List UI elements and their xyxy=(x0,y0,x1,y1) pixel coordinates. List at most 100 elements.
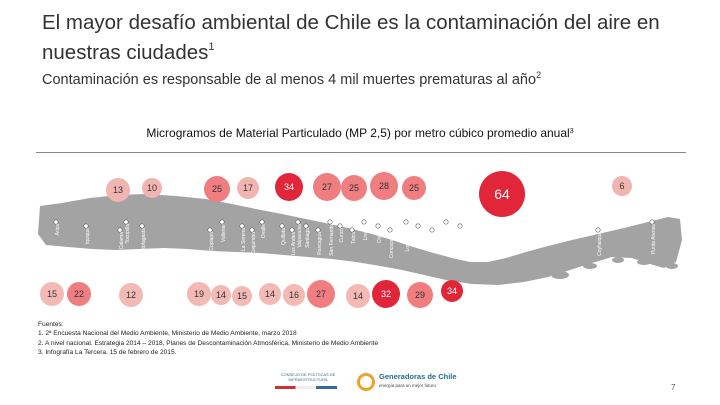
page-number: 7 xyxy=(671,383,676,392)
city-pin-icon xyxy=(219,219,225,225)
chart-divider xyxy=(36,152,686,153)
lower-value-label: 14 xyxy=(265,289,275,299)
lower-value-bubble xyxy=(259,283,281,305)
generadoras-logo: Generadoras de Chile energía para un mej… xyxy=(357,372,457,396)
lower-value-label: 15 xyxy=(237,291,247,301)
upper-value-bubble xyxy=(402,176,426,200)
city-labels: Arica Iquique Calama Tocopilla Antofagasta Co… xyxy=(55,224,657,259)
city-label: Arica xyxy=(55,224,61,236)
coastal-island xyxy=(666,263,678,269)
city-pin-icon xyxy=(349,227,355,233)
city-pin-icon xyxy=(303,223,309,229)
upper-value-bubble xyxy=(479,171,525,217)
lower-value-label: 29 xyxy=(415,290,425,300)
upper-value-bubble xyxy=(106,178,130,202)
lower-value-bubble xyxy=(307,280,335,308)
lower-value-bubble xyxy=(283,284,305,306)
coastal-island xyxy=(637,259,651,265)
slide-title: El mayor desafío ambiental de Chile es l… xyxy=(42,10,682,65)
city-label: Linares xyxy=(363,224,369,241)
generadoras-logo-name: Generadoras de Chile xyxy=(379,372,457,381)
lower-value-label: 34 xyxy=(447,286,457,296)
city-pin-icon xyxy=(649,219,655,225)
city-pin-icon xyxy=(295,219,301,225)
city-pin-icon xyxy=(249,227,255,233)
city-label: Santiago xyxy=(305,228,311,248)
city-label: Calama xyxy=(119,232,125,249)
city-label: San Fernando xyxy=(329,224,335,256)
city-pin-icon xyxy=(403,219,409,225)
city-label: Curicó xyxy=(339,228,345,243)
lower-value-bubble xyxy=(346,284,370,308)
city-label: Puerto Montt xyxy=(459,227,465,256)
upper-value-bubble xyxy=(370,172,398,200)
sources-block: Fuentes: 1. 2ª Encuesta Nacional del Med… xyxy=(38,320,498,357)
city-label: Temuco xyxy=(417,228,423,246)
upper-value-label: 25 xyxy=(349,183,359,193)
city-label: La Serena xyxy=(241,228,247,251)
upper-value-label: 25 xyxy=(212,184,222,194)
city-pin-icon xyxy=(595,227,601,233)
lower-value-bubble xyxy=(119,283,143,307)
coastal-island xyxy=(583,263,597,269)
lower-value-label: 12 xyxy=(126,290,136,300)
infrastructure-council-logo: CONSEJO DE POLÍTICAS DE INFRAESTRUCTURA xyxy=(265,370,345,396)
lower-value-label: 14 xyxy=(216,290,226,300)
city-pin-icon xyxy=(259,219,265,225)
upper-value-label: 10 xyxy=(147,183,157,193)
infrastructure-council-logo-text: CONSEJO DE POLÍTICAS DE INFRAESTRUCTURA xyxy=(280,372,336,382)
lower-value-bubble xyxy=(67,282,91,306)
city-pin-icon xyxy=(139,223,145,229)
city-label: Punta Arenas xyxy=(651,224,657,255)
city-label: Coyhaique xyxy=(597,232,603,256)
city-pin-icon xyxy=(337,223,343,229)
city-pin-icon xyxy=(123,219,129,225)
lower-value-label: 15 xyxy=(47,289,57,299)
city-pin-icon xyxy=(327,219,333,225)
upper-value-bubble xyxy=(237,177,259,199)
coastal-island xyxy=(551,271,569,279)
upper-value-label: 25 xyxy=(409,183,419,193)
upper-value-label: 17 xyxy=(243,183,253,193)
slide-subtitle-text: Contaminación es responsable de al menos… xyxy=(42,72,537,88)
city-pin-icon xyxy=(279,223,285,229)
city-pin-icon xyxy=(239,223,245,229)
city-label: Vallenar xyxy=(221,224,227,242)
slide-title-footnote: 1 xyxy=(208,41,215,53)
city-pin-icon xyxy=(117,227,123,233)
city-pin-icon xyxy=(415,223,421,229)
upper-value-label: 6 xyxy=(619,181,624,191)
upper-value-label: 64 xyxy=(494,186,510,202)
city-pin-icon xyxy=(361,219,367,225)
city-pin-icon xyxy=(457,223,463,229)
city-pin-icon xyxy=(315,227,321,233)
upper-value-label: 13 xyxy=(113,185,123,195)
upper-value-label: 34 xyxy=(284,182,294,192)
chart-title-footnote: 3 xyxy=(569,128,574,135)
city-label: Copiapó xyxy=(209,232,215,251)
lower-value-bubble xyxy=(40,282,64,306)
slide-title-text: El mayor desafío ambiental de Chile es l… xyxy=(42,11,660,64)
chile-map-shape xyxy=(38,194,682,285)
chile-silhouette xyxy=(38,194,682,285)
chart-title: Microgramos de Material Particulado (MP … xyxy=(0,126,720,140)
source-line-3: 3. Infografía La Tercera. 15 de febrero … xyxy=(38,348,177,356)
city-pin-icon xyxy=(387,227,393,233)
lower-value-bubble xyxy=(187,282,211,306)
slide-subtitle: Contaminación es responsable de al menos… xyxy=(42,70,702,88)
slide-subtitle-footnote: 2 xyxy=(536,70,542,80)
upper-value-bubble xyxy=(204,176,230,202)
lower-value-bubble xyxy=(372,280,400,308)
city-pin-icon xyxy=(429,227,435,233)
city-label: Talca xyxy=(351,232,357,244)
lower-value-label: 27 xyxy=(316,289,326,299)
city-pin-icon xyxy=(83,223,89,229)
lower-value-bubble xyxy=(232,286,252,306)
city-label: Chillán xyxy=(377,228,383,244)
coastal-island xyxy=(612,257,624,263)
city-pin-icon xyxy=(375,223,381,229)
city-label: Osorno xyxy=(445,224,451,241)
city-pin-icon xyxy=(289,227,295,233)
upper-value-bubble xyxy=(612,176,632,196)
